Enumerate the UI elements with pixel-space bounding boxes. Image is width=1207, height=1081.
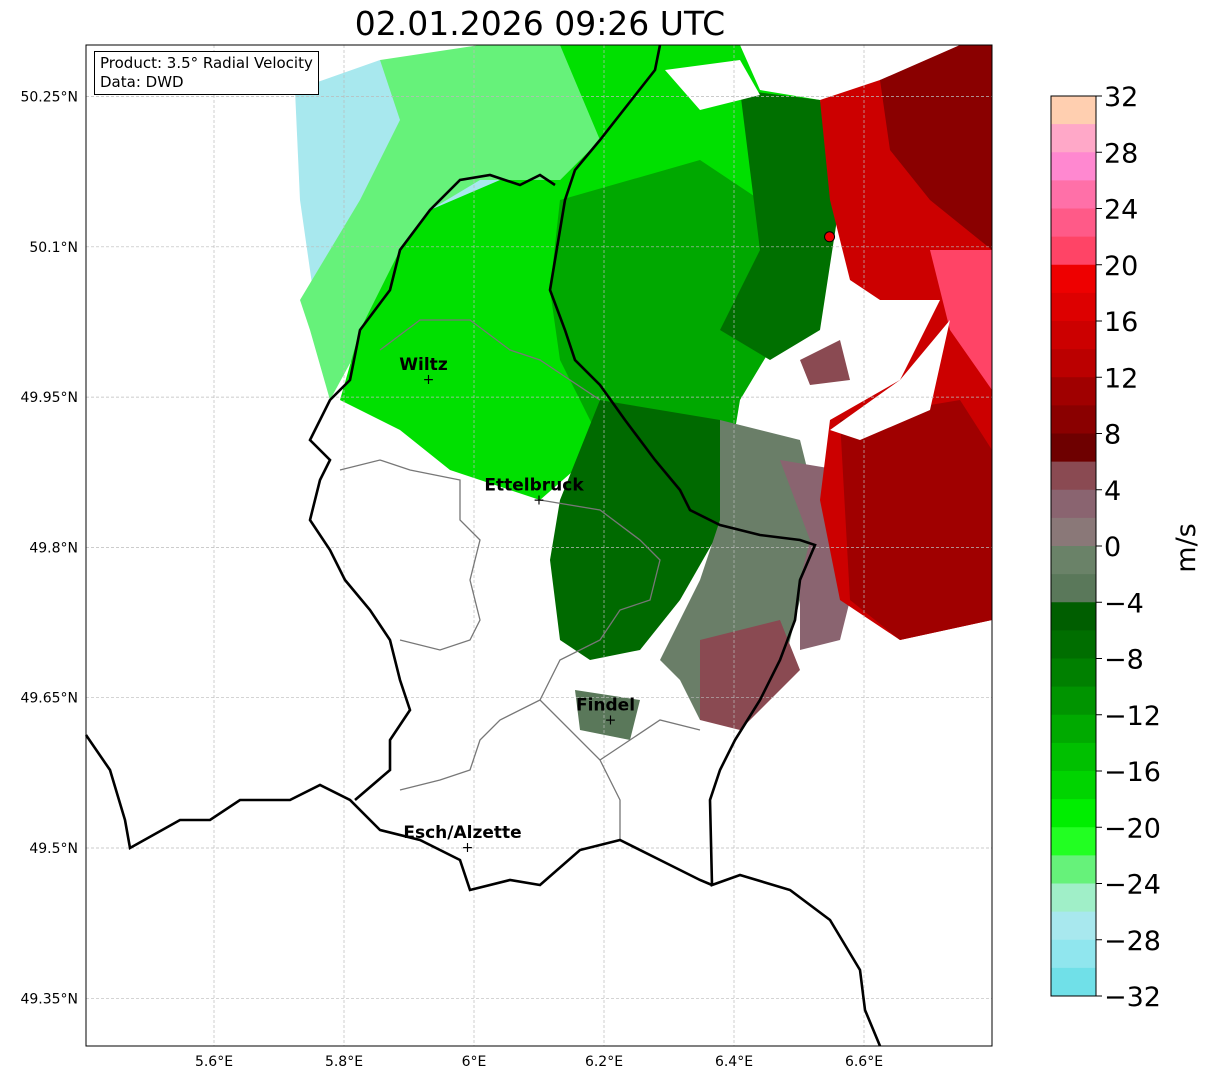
colorbar-segment [1051,911,1096,941]
lat-tick-label: 49.35°N [20,991,78,1007]
colorbar-segment [1051,124,1096,153]
lon-tick-label: 5.8°E [325,1054,363,1070]
colorbar-tick-label: 8 [1104,420,1121,451]
country-borders [84,44,882,1047]
colorbar-tick-label: 20 [1104,251,1138,282]
lon-tick-label: 6.6°E [845,1054,883,1070]
region-borders [339,319,701,840]
city-markers: +Wiltz+Ettelbruck+Findel+Esch/Alzette [399,355,635,856]
colorbar-segment [1051,208,1096,238]
data-source-label: Data: DWD [100,73,184,91]
map-title: 02.01.2026 09:26 UTC [354,4,726,43]
colorbar: 32 28 24 20 16 12 8 4 0 −4 −8 −12 −16 −20 −24 −28 −32 [1050,82,1161,1013]
colorbar-tick-label: −8 [1104,645,1144,676]
colorbar-segment [1051,855,1096,884]
colorbar-tick-label: −16 [1104,757,1161,788]
colorbar-segment [1051,405,1096,434]
plot-frame [85,44,993,1047]
colorbar-segment [1051,264,1096,294]
colorbar-tick-label: 0 [1104,532,1121,563]
colorbar-segment [1051,714,1096,744]
colorbar-segment [1051,489,1096,519]
colorbar-segment [1051,517,1096,547]
product-label: Product: 3.5° Radial Velocity [100,54,313,72]
colorbar-segment [1051,771,1096,800]
lon-tick-label: 6°E [462,1054,487,1070]
colorbar-segment [1051,602,1096,631]
colorbar-segment [1051,236,1096,266]
city-marker-icon: + [605,713,617,729]
colorbar-segment [1051,152,1096,181]
city-label: Wiltz [399,355,448,375]
lat-tick-label: 49.5°N [29,841,78,857]
city-marker-icon: + [423,372,435,388]
lat-tick-label: 50.1°N [29,240,78,256]
lat-tick-label: 50.25°N [20,90,78,106]
colorbar-segment [1051,967,1096,997]
city-label: Findel [576,696,635,716]
lon-tick-label: 6.2°E [585,1054,623,1070]
colorbar-tick-label: −12 [1104,701,1161,732]
colorbar-tick-label: −20 [1104,813,1161,844]
colorbar-label: m/s [1171,523,1202,572]
colorbar-segment [1051,658,1096,688]
colorbar-segment [1051,574,1096,603]
colorbar-segment [1051,827,1096,856]
radar-echoes [295,45,992,740]
colorbar-segment [1051,461,1096,491]
colorbar-tick-label: 4 [1104,476,1121,507]
colorbar-tick-label: −32 [1104,982,1161,1013]
city-label: Esch/Alzette [403,823,521,843]
colorbar-segment [1051,321,1096,350]
colorbar-segment [1051,349,1096,378]
colorbar-segment [1051,939,1096,969]
colorbar-segment [1051,292,1096,322]
gridlines [86,45,992,1046]
lat-tick-label: 49.8°N [29,540,78,556]
colorbar-tick-label: 28 [1104,138,1138,169]
colorbar-segment [1051,799,1096,828]
city-marker-icon: + [533,492,545,508]
colorbar-segment [1051,96,1096,125]
city-label: Ettelbruck [484,475,584,495]
colorbar-segment [1051,686,1096,716]
radar-site-marker [824,231,836,243]
colorbar-segment [1051,546,1096,575]
info-box: Product: 3.5° Radial Velocity Data: DWD [94,51,319,95]
lon-tick-label: 5.6°E [195,1054,233,1070]
colorbar-tick-label: 24 [1104,195,1138,226]
lat-tick-label: 49.95°N [20,390,78,406]
colorbar-segment [1051,883,1096,913]
colorbar-segment [1051,377,1096,406]
axis-ticks: 5.6°E 5.8°E 6°E 6.2°E 6.4°E 6.6°E 50.25°N 50.1°… [20,90,883,1071]
city-marker-icon: + [462,840,474,856]
colorbar-tick-label: 32 [1104,82,1138,113]
colorbar-tick-label: −28 [1104,926,1161,957]
colorbar-tick-label: 16 [1104,307,1138,338]
colorbar-segment [1051,742,1096,772]
lat-tick-label: 49.65°N [20,691,78,707]
colorbar-tick-label: 12 [1104,363,1138,394]
colorbar-segment [1051,180,1096,209]
colorbar-segment [1051,433,1096,463]
colorbar-tick-label: −4 [1104,588,1144,619]
colorbar-segment [1051,630,1096,659]
colorbar-tick-label: −24 [1104,870,1161,901]
lon-tick-label: 6.4°E [715,1054,753,1070]
